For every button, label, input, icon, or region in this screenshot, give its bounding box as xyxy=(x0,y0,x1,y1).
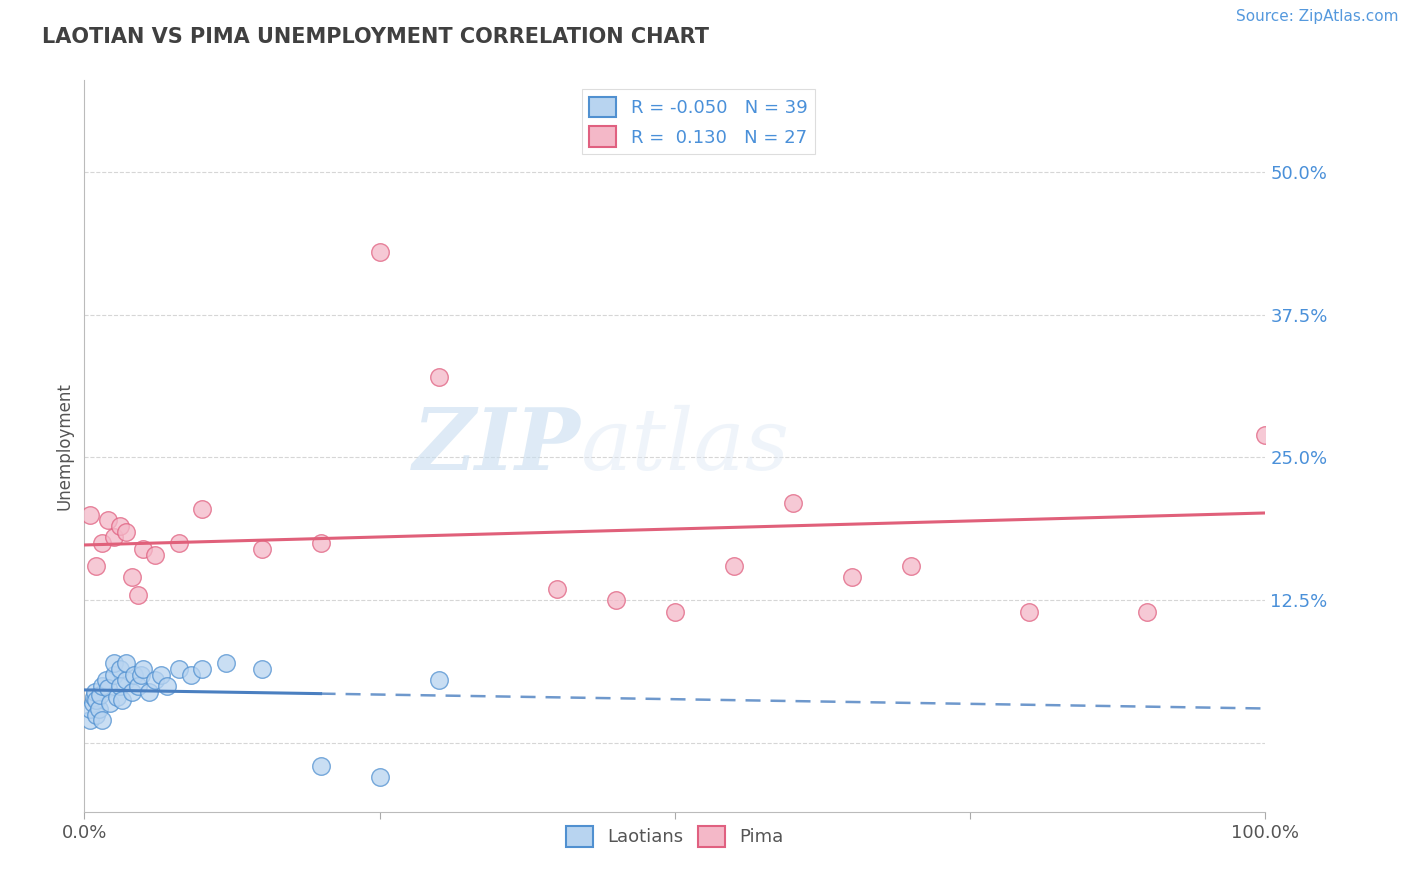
Point xyxy=(91,679,114,693)
Point xyxy=(84,684,107,698)
Text: Source: ZipAtlas.com: Source: ZipAtlas.com xyxy=(1236,9,1399,24)
Y-axis label: Unemployment: Unemployment xyxy=(55,382,73,510)
Point xyxy=(546,582,568,596)
Point xyxy=(1136,605,1159,619)
Point xyxy=(91,714,114,728)
Point xyxy=(250,541,273,556)
Point xyxy=(98,696,121,710)
Point xyxy=(191,662,214,676)
Point xyxy=(605,593,627,607)
Point xyxy=(143,673,166,688)
Point xyxy=(368,771,391,785)
Point xyxy=(122,667,145,681)
Point xyxy=(782,496,804,510)
Point xyxy=(723,559,745,574)
Text: atlas: atlas xyxy=(581,405,790,487)
Point xyxy=(89,688,111,702)
Point xyxy=(108,679,131,693)
Point xyxy=(79,508,101,522)
Point xyxy=(129,667,152,681)
Point xyxy=(103,667,125,681)
Point xyxy=(1254,427,1277,442)
Point xyxy=(83,690,105,705)
Point xyxy=(91,536,114,550)
Point xyxy=(143,548,166,562)
Text: ZIP: ZIP xyxy=(412,404,581,488)
Point xyxy=(103,530,125,544)
Point xyxy=(114,656,136,670)
Point xyxy=(84,559,107,574)
Point xyxy=(427,673,450,688)
Text: LAOTIAN VS PIMA UNEMPLOYMENT CORRELATION CHART: LAOTIAN VS PIMA UNEMPLOYMENT CORRELATION… xyxy=(42,27,709,46)
Point xyxy=(97,513,120,527)
Point xyxy=(841,570,863,584)
Point xyxy=(82,696,104,710)
Point xyxy=(156,679,179,693)
Point xyxy=(309,759,332,773)
Point xyxy=(94,673,117,688)
Point xyxy=(127,588,149,602)
Point xyxy=(191,501,214,516)
Point xyxy=(180,667,202,681)
Point xyxy=(84,692,107,706)
Point xyxy=(127,679,149,693)
Point xyxy=(150,667,173,681)
Point xyxy=(107,690,129,705)
Point xyxy=(215,656,238,670)
Point xyxy=(111,692,134,706)
Point xyxy=(79,702,101,716)
Point xyxy=(138,684,160,698)
Point xyxy=(114,524,136,539)
Point xyxy=(1018,605,1040,619)
Point xyxy=(309,536,332,550)
Point xyxy=(79,714,101,728)
Point xyxy=(103,656,125,670)
Legend: Laotians, Pima: Laotians, Pima xyxy=(558,819,792,854)
Point xyxy=(97,681,120,696)
Point xyxy=(121,570,143,584)
Point xyxy=(121,684,143,698)
Point xyxy=(250,662,273,676)
Point xyxy=(132,662,155,676)
Point xyxy=(84,707,107,722)
Point xyxy=(108,662,131,676)
Point xyxy=(132,541,155,556)
Point xyxy=(167,662,190,676)
Point xyxy=(900,559,922,574)
Point xyxy=(108,519,131,533)
Point xyxy=(368,244,391,259)
Point xyxy=(427,370,450,384)
Point xyxy=(87,702,110,716)
Point xyxy=(664,605,686,619)
Point xyxy=(114,673,136,688)
Point xyxy=(167,536,190,550)
